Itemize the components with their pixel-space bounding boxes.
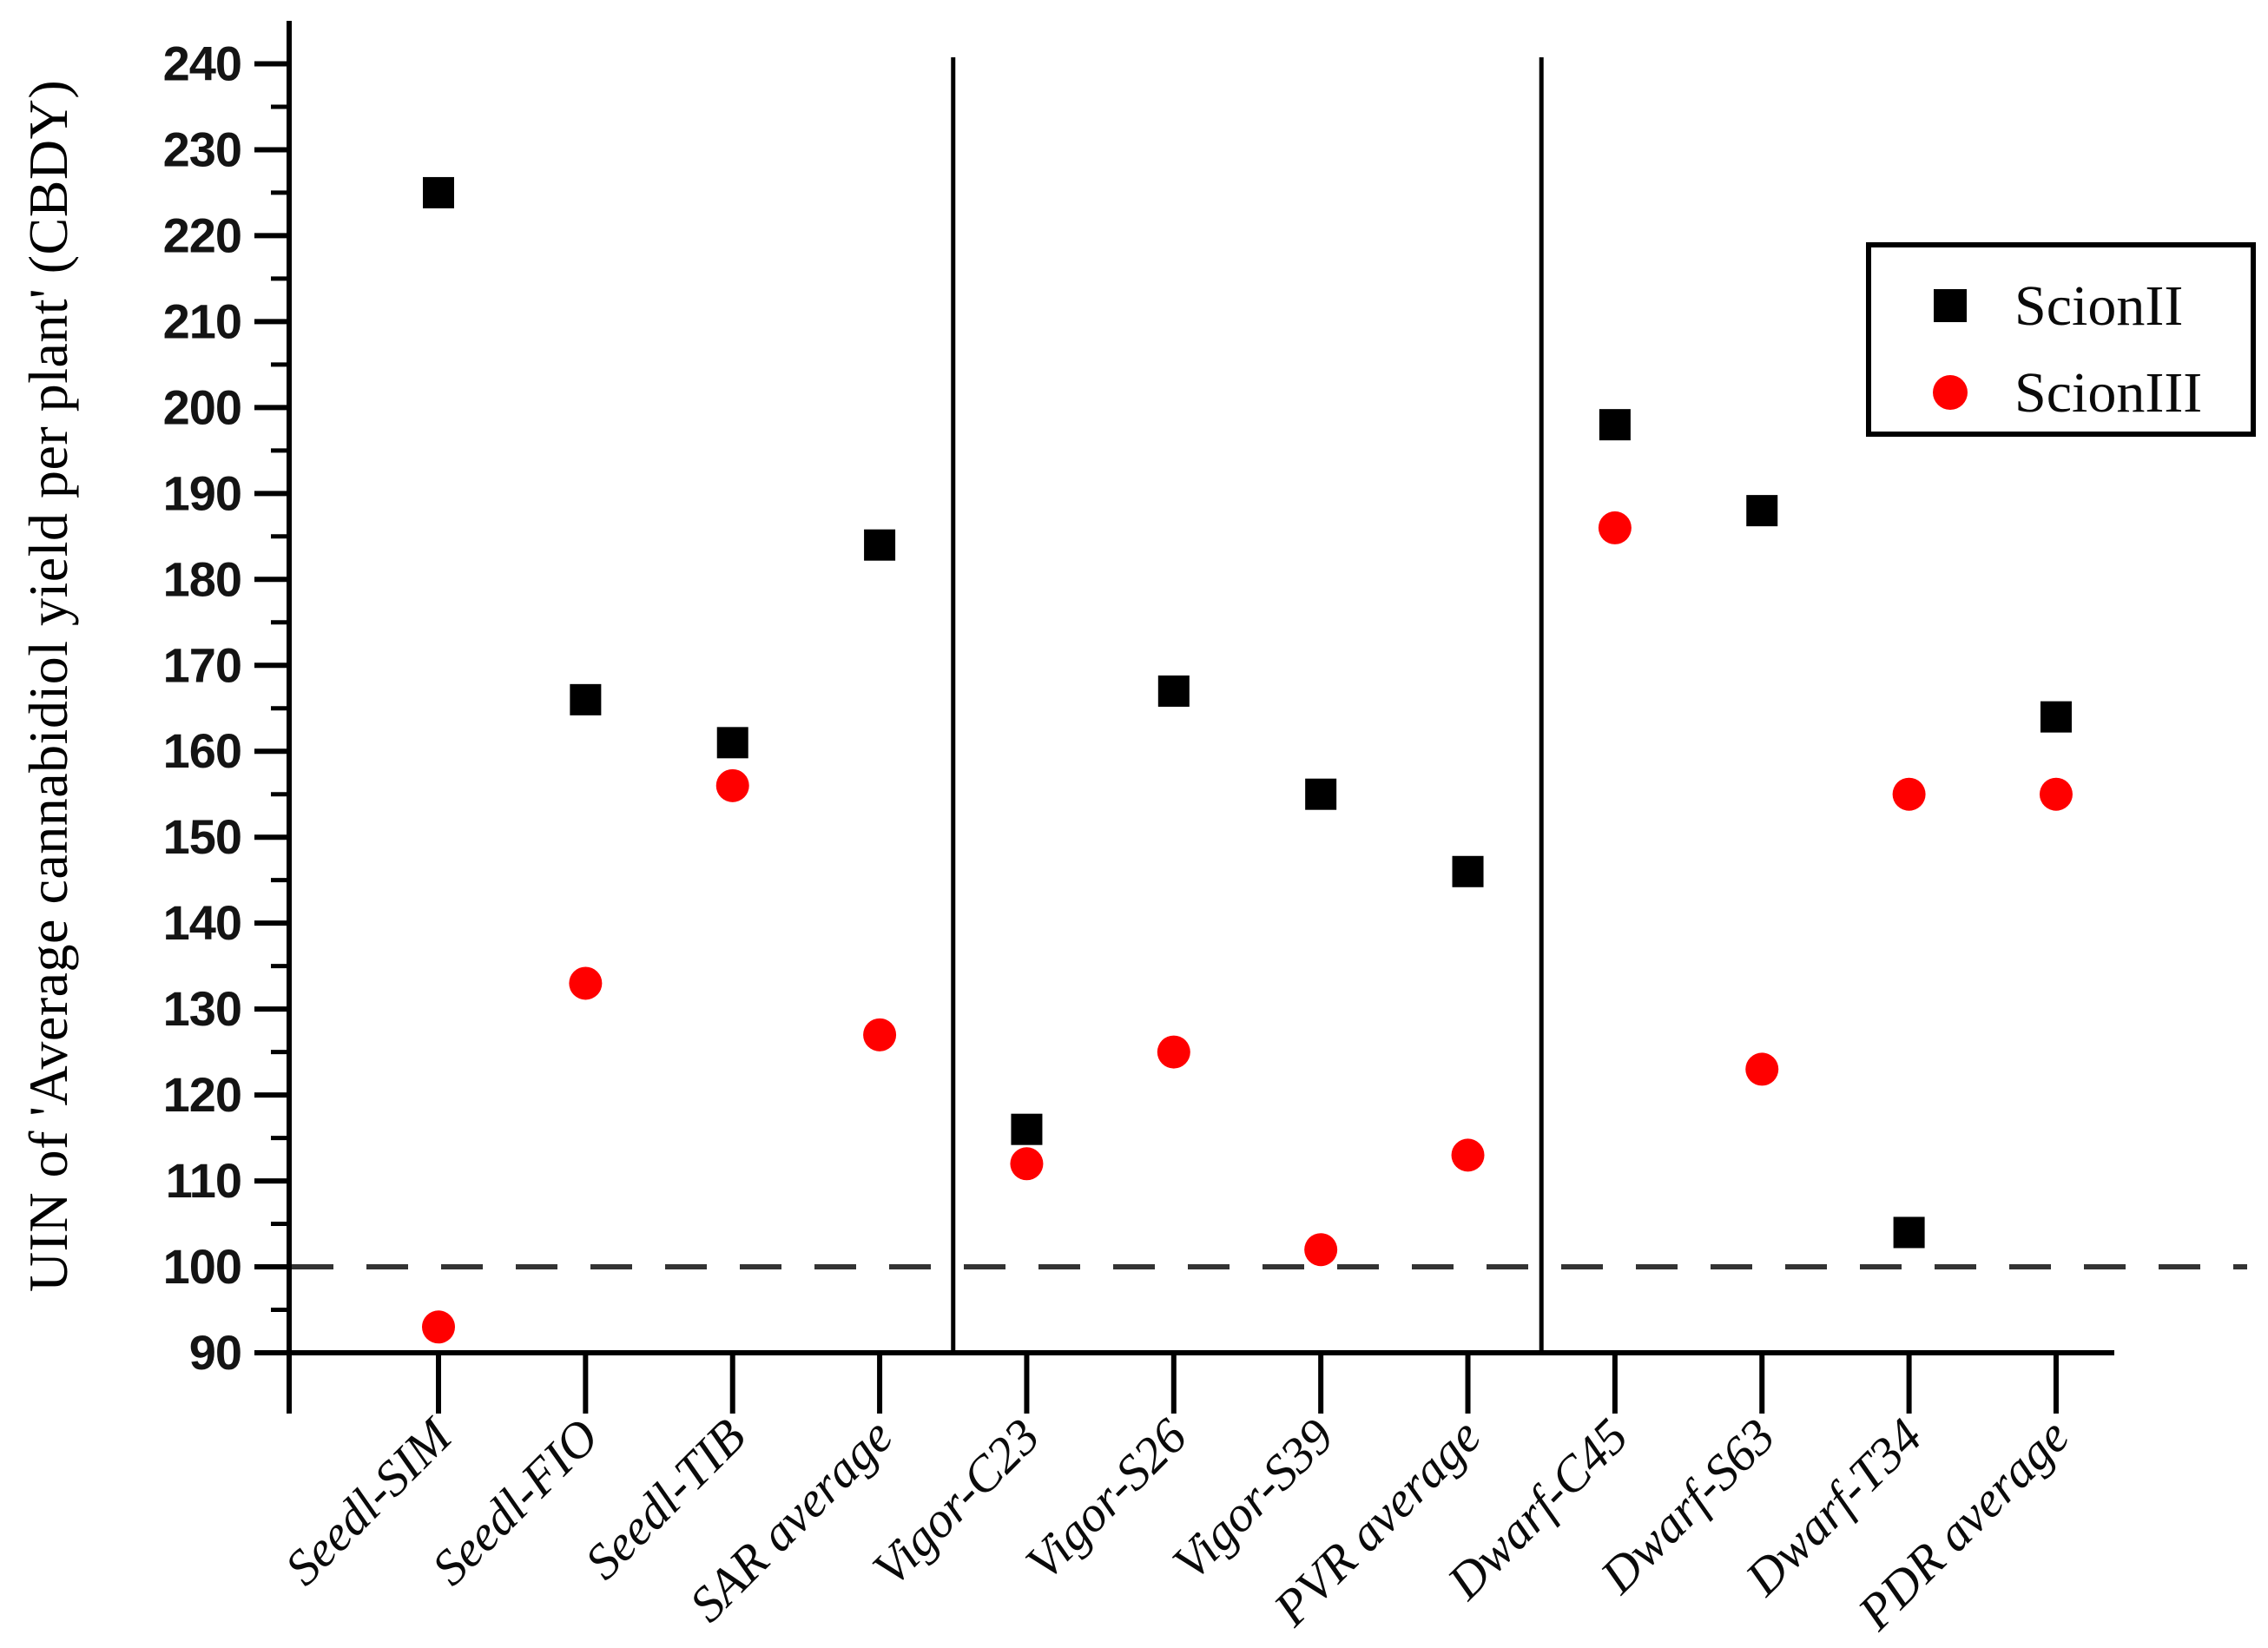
data-point-scionii-3 — [716, 727, 748, 759]
y-tick-label-90: 90 — [189, 1325, 241, 1380]
y-tick-label-160: 160 — [163, 723, 241, 778]
data-point-scioniii-5 — [1010, 1147, 1044, 1181]
data-point-scionii-9 — [1599, 409, 1631, 441]
data-point-scionii-11 — [1893, 1216, 1925, 1249]
y-tick-label-220: 220 — [163, 208, 241, 262]
data-point-scioniii-1 — [422, 1310, 455, 1344]
data-point-scioniii-10 — [1745, 1052, 1779, 1086]
data-point-scionii-6 — [1157, 675, 1190, 707]
data-point-scionii-5 — [1011, 1113, 1043, 1145]
y-tick-label-210: 210 — [163, 293, 241, 348]
legend-marker-square — [1934, 289, 1967, 322]
data-point-scioniii-9 — [1598, 511, 1632, 544]
data-point-scioniii-4 — [863, 1018, 897, 1051]
y-tick-label-140: 140 — [163, 895, 241, 950]
y-axis-title: UIN of 'Average cannabidiol yield per pl… — [17, 79, 79, 1293]
data-point-scioniii-3 — [715, 768, 749, 802]
data-point-scioniii-12 — [2039, 777, 2073, 811]
data-point-scioniii-2 — [569, 966, 603, 1000]
y-tick-label-240: 240 — [163, 36, 241, 90]
legend-label-scioniii: ScionIII — [2014, 361, 2202, 425]
data-point-scioniii-7 — [1304, 1233, 1338, 1267]
y-tick-label-190: 190 — [163, 465, 241, 520]
data-point-scionii-4 — [864, 529, 896, 561]
legend-label-scionii: ScionII — [2014, 274, 2183, 338]
legend-box — [1866, 242, 2256, 437]
y-tick-label-170: 170 — [163, 637, 241, 692]
data-point-scionii-10 — [1746, 495, 1778, 527]
y-tick-label-230: 230 — [163, 122, 241, 176]
legend-marker-circle — [1933, 375, 1968, 410]
data-point-scionii-8 — [1452, 855, 1484, 887]
data-point-scionii-2 — [570, 683, 602, 715]
data-point-scioniii-6 — [1157, 1035, 1190, 1069]
data-point-scionii-7 — [1305, 778, 1337, 810]
y-tick-label-130: 130 — [163, 981, 241, 1036]
y-tick-label-100: 100 — [163, 1239, 241, 1294]
y-tick-label-200: 200 — [163, 379, 241, 434]
y-tick-label-180: 180 — [163, 551, 241, 606]
data-point-scionii-1 — [423, 176, 454, 208]
data-point-scionii-12 — [2040, 701, 2072, 733]
x-category-label-6: Vigor-S26 — [1014, 1407, 1197, 1591]
y-tick-label-150: 150 — [163, 809, 241, 864]
y-tick-label-110: 110 — [166, 1153, 241, 1208]
data-point-scioniii-8 — [1451, 1138, 1485, 1172]
y-tick-label-120: 120 — [163, 1067, 241, 1122]
data-point-scioniii-11 — [1892, 777, 1926, 811]
